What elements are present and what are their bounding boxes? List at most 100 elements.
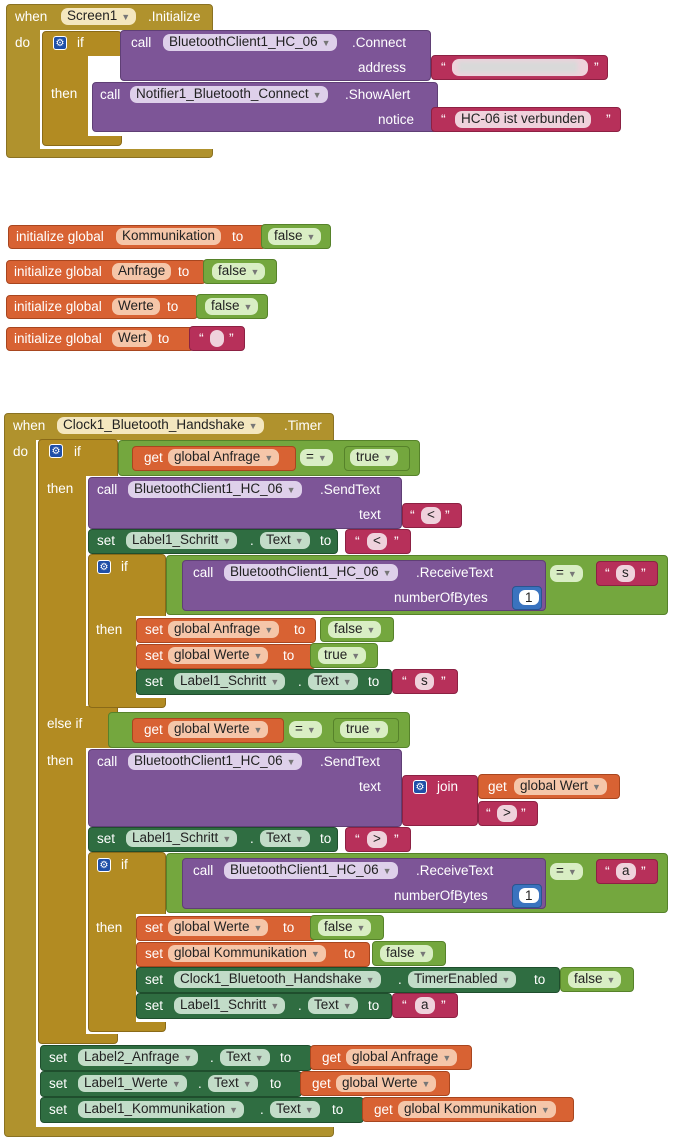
equals-dropdown[interactable]: = ▼: [550, 863, 583, 880]
sendtext-method-label: .SendText: [320, 754, 381, 769]
false-dropdown[interactable]: false ▼: [212, 263, 266, 280]
text-lt-field[interactable]: <: [367, 533, 387, 550]
init-global-anfrage-block[interactable]: [6, 260, 206, 284]
get-label: get: [322, 1050, 341, 1065]
text-gt-field[interactable]: >: [497, 805, 517, 822]
property-dropdown[interactable]: Text ▼: [260, 830, 310, 847]
false-dropdown[interactable]: false ▼: [205, 298, 259, 315]
property-dropdown[interactable]: Text ▼: [270, 1101, 320, 1118]
bluetooth-component-dropdown[interactable]: BluetoothClient1_HC_06 ▼: [224, 564, 398, 581]
text-a-field[interactable]: a: [616, 863, 636, 880]
false-dropdown[interactable]: false ▼: [380, 945, 434, 962]
property-dropdown[interactable]: Text ▼: [220, 1049, 270, 1066]
true-dropdown[interactable]: true ▼: [340, 721, 389, 738]
number-field[interactable]: 1: [518, 589, 540, 606]
to-label: to: [283, 920, 295, 935]
global-name-field[interactable]: Wert: [112, 330, 153, 347]
bluetooth-component-dropdown[interactable]: BluetoothClient1_HC_06 ▼: [224, 862, 398, 879]
bluetooth-component-dropdown[interactable]: BluetoothClient1_HC_06 ▼: [128, 753, 302, 770]
variable-dropdown[interactable]: global Werte ▼: [168, 721, 269, 738]
dot-label: .: [260, 1102, 264, 1117]
init-global-werte-block[interactable]: [6, 295, 198, 319]
screen-component-dropdown[interactable]: Screen1 ▼: [61, 8, 137, 25]
label-component-dropdown[interactable]: Label1_Schritt ▼: [174, 673, 286, 690]
property-dropdown[interactable]: Text ▼: [260, 532, 310, 549]
set-label: set: [145, 972, 164, 987]
bluetooth-component-dropdown[interactable]: BluetoothClient1_HC_06 ▼: [163, 34, 337, 51]
close-quote: ”: [594, 59, 599, 75]
false-dropdown[interactable]: false ▼: [568, 971, 622, 988]
label-component-dropdown[interactable]: Label1_Schritt ▼: [174, 997, 286, 1014]
chevron-down-icon: ▼: [382, 866, 392, 876]
timer-event-label: .Timer: [284, 418, 322, 433]
equals-dropdown[interactable]: = ▼: [300, 449, 333, 466]
gear-icon[interactable]: ⚙: [53, 36, 67, 50]
address-text-field[interactable]: [452, 59, 588, 76]
open-quote: “: [441, 59, 446, 75]
variable-dropdown[interactable]: global Werte ▼: [336, 1075, 437, 1092]
bluetooth-component-dropdown[interactable]: BluetoothClient1_HC_06 ▼: [128, 481, 302, 498]
global-name-field[interactable]: Anfrage: [112, 263, 172, 280]
empty-text-field[interactable]: [210, 330, 224, 347]
clock-component-dropdown[interactable]: Clock1_Bluetooth_Handshake ▼: [174, 971, 381, 988]
close-quote: ”: [641, 863, 646, 879]
text-gt-field[interactable]: >: [367, 831, 387, 848]
variable-dropdown[interactable]: global Kommunikation ▼: [398, 1101, 556, 1118]
global-name-field[interactable]: Werte: [112, 298, 160, 315]
label-component-dropdown[interactable]: Label1_Schritt ▼: [126, 532, 238, 549]
clock-component-dropdown[interactable]: Clock1_Bluetooth_Handshake ▼: [57, 417, 264, 434]
number-field[interactable]: 1: [518, 887, 540, 904]
variable-dropdown[interactable]: global Anfrage ▼: [346, 1049, 458, 1066]
dot-label: .: [398, 972, 402, 987]
variable-dropdown[interactable]: global Werte ▼: [168, 919, 269, 936]
variable-dropdown[interactable]: global Werte ▼: [168, 647, 269, 664]
then-label: then: [47, 481, 74, 496]
chevron-down-icon: ▼: [382, 568, 392, 578]
text-s-field[interactable]: s: [415, 673, 434, 690]
variable-dropdown[interactable]: global Anfrage ▼: [168, 621, 280, 638]
true-dropdown[interactable]: true ▼: [350, 449, 399, 466]
global-name-field[interactable]: Kommunikation: [116, 228, 222, 245]
false-dropdown[interactable]: false ▼: [318, 919, 372, 936]
gear-icon[interactable]: ⚙: [97, 858, 111, 872]
property-dropdown[interactable]: Text ▼: [308, 673, 358, 690]
property-dropdown[interactable]: Text ▼: [308, 997, 358, 1014]
false-dropdown[interactable]: false ▼: [328, 621, 382, 638]
showalert-method-label: .ShowAlert: [345, 87, 411, 102]
gear-icon[interactable]: ⚙: [49, 444, 63, 458]
notice-text-field[interactable]: HC-06 ist verbunden: [455, 111, 591, 128]
variable-dropdown[interactable]: global Kommunikation ▼: [168, 945, 326, 962]
then-label: then: [96, 920, 123, 935]
chevron-down-icon: ▼: [270, 677, 280, 687]
variable-dropdown[interactable]: global Wert ▼: [514, 778, 607, 795]
text-a-field[interactable]: a: [415, 997, 435, 1014]
false-dropdown[interactable]: false ▼: [268, 228, 322, 245]
property-dropdown[interactable]: TimerEnabled ▼: [408, 971, 517, 988]
label-component-dropdown[interactable]: Label1_Schritt ▼: [126, 830, 238, 847]
notifier-component-dropdown[interactable]: Notifier1_Bluetooth_Connect ▼: [130, 86, 328, 103]
true-dropdown[interactable]: true ▼: [318, 647, 367, 664]
set-label: set: [145, 622, 164, 637]
redacted-address: [458, 61, 578, 73]
label-component-dropdown[interactable]: Label1_Kommunikation ▼: [78, 1101, 245, 1118]
open-quote: “: [402, 997, 407, 1013]
equals-dropdown[interactable]: = ▼: [550, 565, 583, 582]
receivetext-method-label: .ReceiveText: [416, 863, 494, 878]
init-global-wert-block[interactable]: [6, 327, 194, 351]
text-lt-field[interactable]: <: [421, 507, 441, 524]
gear-icon[interactable]: ⚙: [413, 780, 427, 794]
text-s-field[interactable]: s: [616, 565, 635, 582]
set-label: set: [97, 533, 116, 548]
variable-dropdown[interactable]: global Anfrage ▼: [168, 449, 280, 466]
to-label: to: [368, 674, 380, 689]
equals-dropdown[interactable]: = ▼: [289, 721, 322, 738]
chevron-down-icon: ▼: [248, 421, 258, 431]
open-quote: “: [605, 863, 610, 879]
label-component-dropdown[interactable]: Label1_Werte ▼: [78, 1075, 187, 1092]
property-dropdown[interactable]: Text ▼: [208, 1075, 258, 1092]
if-label: if: [121, 559, 128, 574]
call-label: call: [131, 35, 152, 50]
gear-icon[interactable]: ⚙: [97, 560, 111, 574]
chevron-down-icon: ▼: [242, 1079, 252, 1089]
label-component-dropdown[interactable]: Label2_Anfrage ▼: [78, 1049, 199, 1066]
